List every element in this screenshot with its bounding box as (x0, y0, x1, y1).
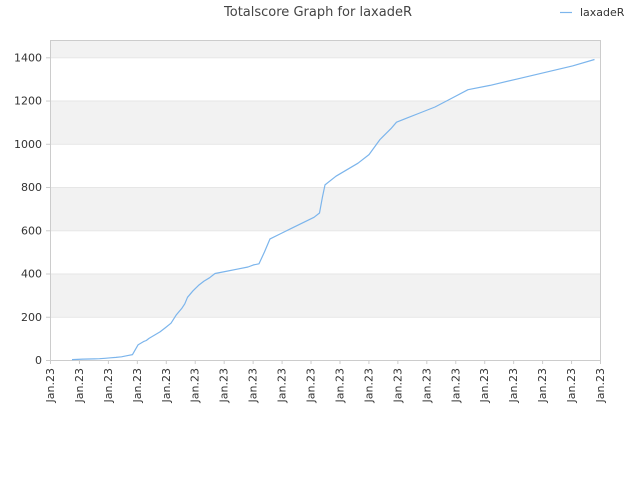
y-tick-label: 600 (21, 224, 42, 237)
grid-bands (50, 40, 600, 317)
plot-frame (50, 40, 601, 361)
x-tick-label: Jan.23 (131, 368, 144, 403)
x-tick-label: Jan.23 (478, 368, 491, 403)
y-axis-ticks: 0 200 400 600 800 1000 1200 1400 (14, 51, 50, 367)
x-tick-label: Jan.23 (305, 368, 318, 403)
y-tick-label: 1200 (14, 95, 42, 108)
y-tick-label: 0 (35, 354, 42, 367)
grid-band (50, 273, 600, 317)
x-tick-label: Jan.23 (247, 368, 260, 403)
x-axis-ticks: Jan.23 Jan.23 Jan.23 Jan.23 Jan.23 Jan.23 Jan.… (44, 360, 607, 403)
x-tick-label: Jan.23 (536, 368, 549, 403)
y-tick-label: 800 (21, 181, 42, 194)
x-tick-label: Jan.23 (73, 368, 86, 403)
chart-title: Totalscore Graph for laxadeR (223, 5, 412, 20)
x-tick-label: Jan.23 (44, 368, 57, 403)
x-tick-label: Jan.23 (391, 368, 404, 403)
y-tick-label: 400 (21, 268, 42, 281)
grid-band (50, 187, 600, 231)
legend: laxadeR (560, 6, 625, 19)
y-tick-label: 1400 (14, 51, 42, 64)
x-tick-label: Jan.23 (160, 368, 173, 403)
series-group (71, 58, 595, 361)
x-tick-label: Jan.23 (333, 368, 346, 403)
x-tick-label: Jan.23 (565, 368, 578, 403)
x-tick-label: Jan.23 (362, 368, 375, 403)
x-tick-label: Jan.23 (189, 368, 202, 403)
x-tick-label: Jan.23 (102, 368, 115, 403)
x-tick-label: Jan.23 (449, 368, 462, 403)
grid-band (50, 100, 600, 144)
y-tick-label: 200 (21, 311, 42, 324)
x-tick-label: Jan.23 (507, 368, 520, 403)
y-tick-label: 1000 (14, 138, 42, 151)
series-line (71, 58, 595, 361)
axes (50, 40, 601, 361)
x-tick-label: Jan.23 (276, 368, 289, 403)
x-tick-label: Jan.23 (420, 368, 433, 403)
legend-label: laxadeR (580, 6, 625, 19)
x-tick-label: Jan.23 (594, 368, 607, 403)
grid-band (50, 40, 600, 58)
x-tick-label: Jan.23 (218, 368, 231, 403)
